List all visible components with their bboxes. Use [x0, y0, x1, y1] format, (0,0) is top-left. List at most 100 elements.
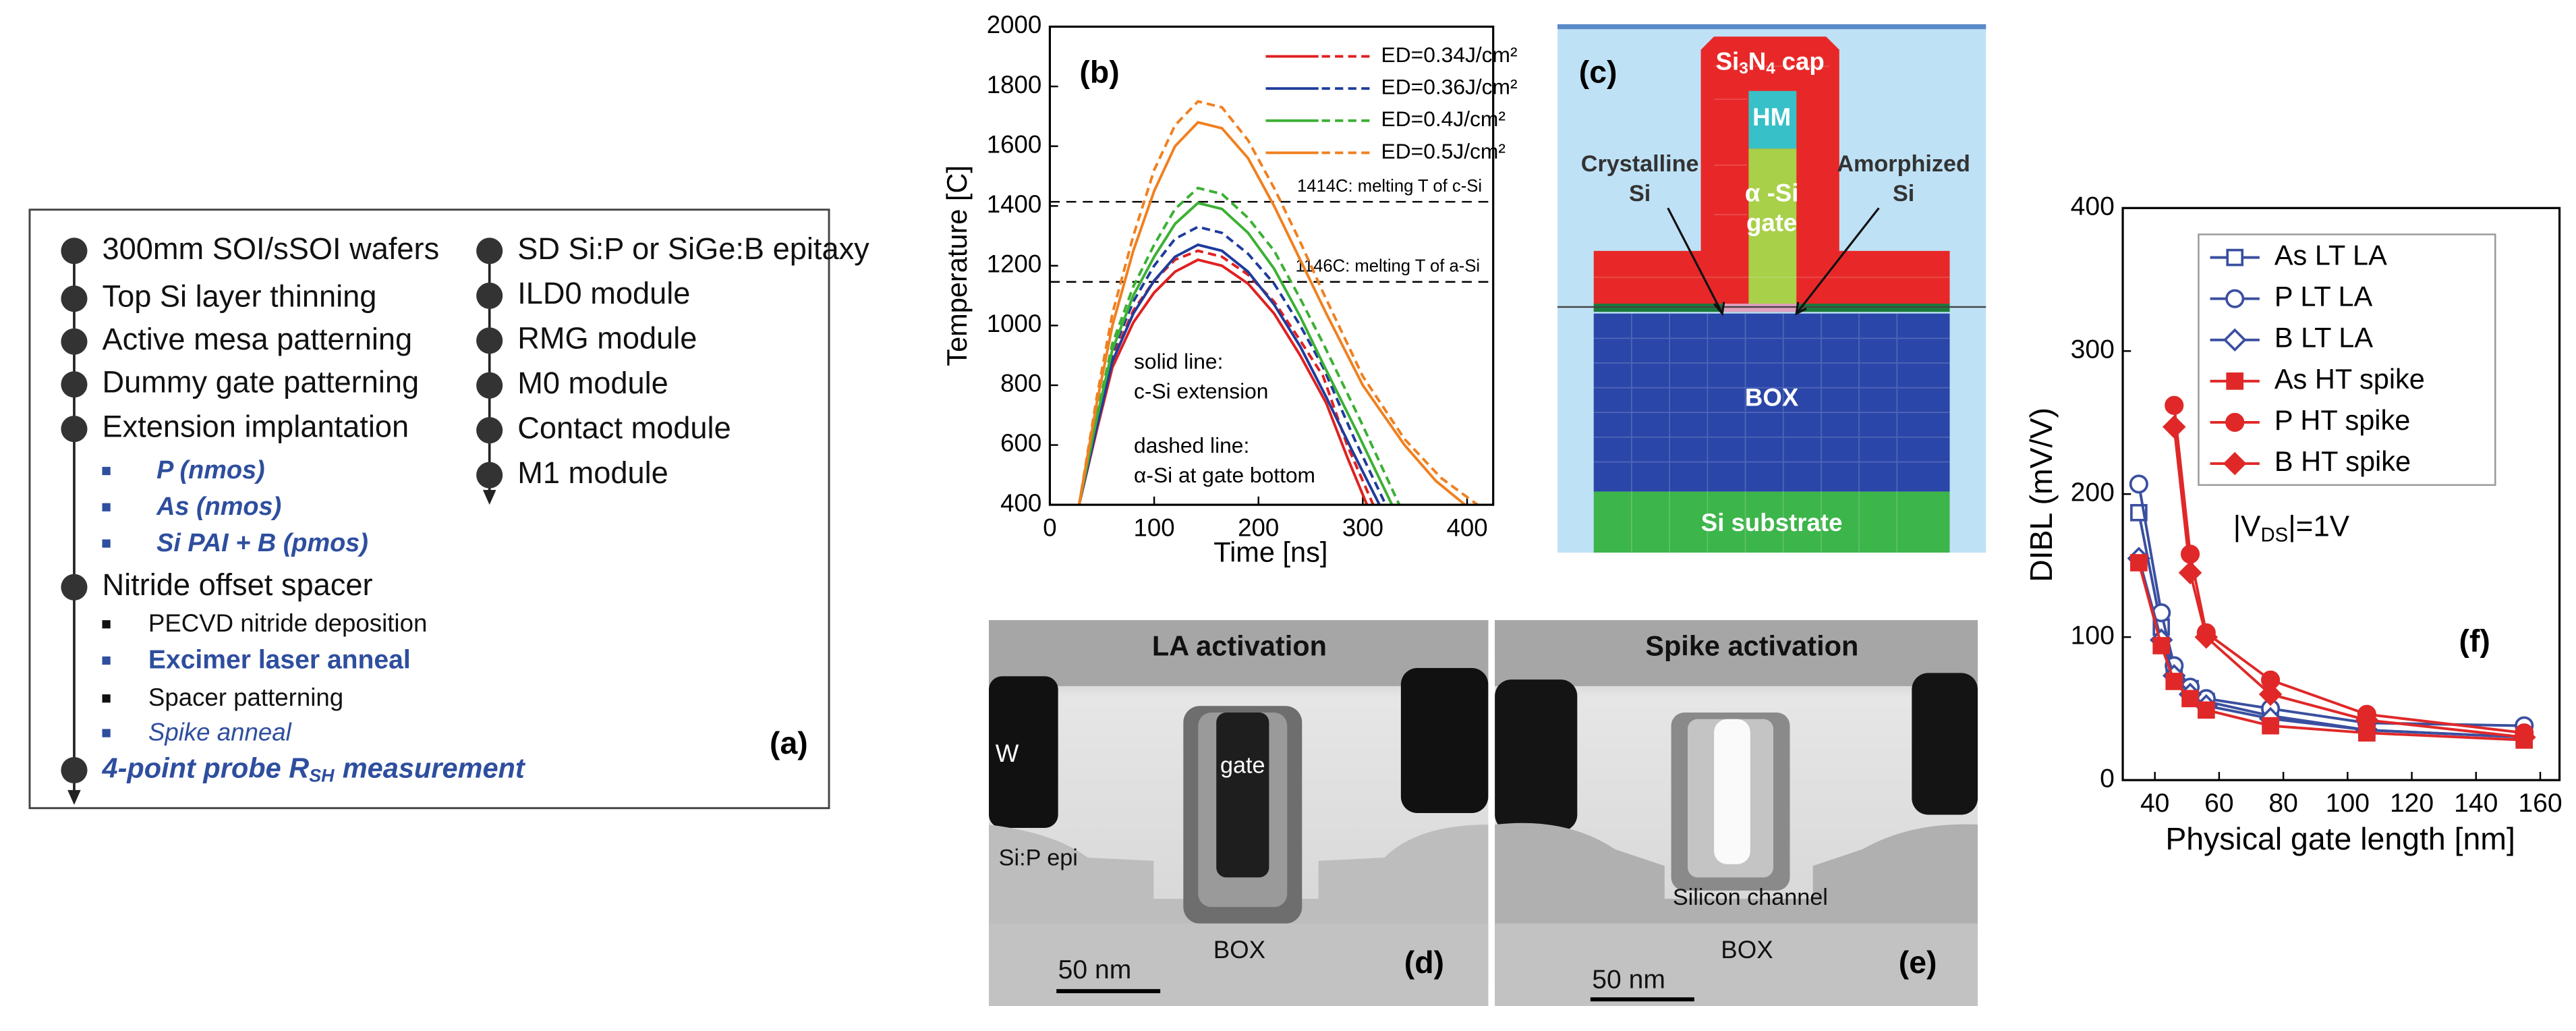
step: Active mesa patterning: [102, 322, 412, 356]
x-axis-label: Physical gate length [nm]: [2165, 821, 2515, 856]
step: Si PAI + B (pmos): [156, 529, 368, 557]
epi: [989, 825, 1489, 924]
text: N: [1748, 47, 1766, 75]
box-label: BOX: [1721, 936, 1773, 964]
plot-area: [1077, 100, 1479, 505]
step: Extension implantation: [102, 410, 409, 444]
marker: [2194, 625, 2219, 649]
y-tick-label: 1000: [987, 310, 1042, 337]
y-tick-label: 1400: [987, 190, 1042, 218]
step: As (nmos): [156, 493, 281, 521]
step-dot: [61, 328, 88, 355]
x-tick-label: 140: [2454, 789, 2498, 818]
step: ILD0 module: [517, 276, 690, 310]
y-tick-label: 0: [2100, 764, 2115, 793]
annotation: α-Si at gate bottom: [1134, 463, 1315, 487]
step: Excimer laser anneal: [148, 646, 411, 675]
metal: [989, 676, 1058, 829]
tem-title: Spike activation: [1645, 630, 1858, 662]
step-dot: [61, 756, 88, 784]
marker: [2226, 372, 2244, 390]
marker: [2181, 545, 2200, 564]
x-tick-label: 0: [1043, 513, 1056, 541]
marker: [2178, 561, 2202, 585]
legend-label: ED=0.34J/cm²: [1381, 43, 1518, 67]
step-dot: [476, 417, 503, 444]
step-dot: [61, 238, 88, 264]
panel-label: (f): [2459, 623, 2490, 659]
annotation: dashed line:: [1134, 433, 1249, 457]
panel-label: (b): [1079, 55, 1119, 90]
line: [1077, 258, 1369, 505]
gate: [1748, 148, 1797, 310]
tem-title: LA activation: [1152, 630, 1327, 662]
legend-label: P LT LA: [2274, 281, 2373, 312]
reference-label: 1146C: melting T of a-Si: [1295, 257, 1480, 276]
arrow: [67, 789, 81, 805]
metal: [1912, 673, 1978, 815]
step-dot: [476, 282, 503, 309]
panel-c: Si3N4 cap HM α -Si gate Crystalline Si Am…: [1557, 24, 1986, 553]
step: Nitride offset spacer: [102, 567, 372, 602]
text: cap: [1782, 47, 1825, 75]
substrate: [1593, 491, 1950, 553]
marker: [2225, 289, 2245, 308]
text: 4-point probe R: [101, 752, 309, 783]
x-tick-label: 80: [2268, 789, 2297, 818]
panel-e: Spike activation Silicon channel BOX 50 …: [1495, 620, 1978, 1006]
x-tick-label: 100: [1134, 513, 1175, 541]
annotation: solid line:: [1134, 349, 1223, 373]
marker: [2198, 701, 2215, 719]
subscript: 3: [1739, 60, 1748, 78]
bullet: [102, 620, 111, 629]
step: Top Si layer thinning: [102, 279, 376, 314]
annotation: c-Si extension: [1134, 379, 1268, 403]
gate-label: gate: [1220, 753, 1265, 779]
step: Spike anneal: [148, 718, 292, 746]
chart: 40 60 80 100 120 140 160 0 100 200 300 400 Physical …: [2024, 192, 2563, 856]
arrow: [1795, 207, 1880, 316]
dashed-line: [1077, 186, 1401, 505]
step: PECVD nitride deposition: [148, 609, 427, 637]
line: [1077, 243, 1381, 505]
text: measurement: [343, 752, 526, 783]
line: [2173, 426, 2525, 739]
x-tick-label: 40: [2140, 789, 2169, 818]
y-axis-label: Temperature [C]: [941, 165, 973, 366]
step: M0 module: [517, 366, 668, 400]
panel-label: (c): [1579, 55, 1618, 90]
subscript: SH: [309, 765, 335, 785]
step: RMG module: [517, 321, 697, 356]
y-axis-label: DIBL (mV/V): [2024, 408, 2059, 582]
bullet: [102, 656, 111, 665]
legend-label: P HT spike: [2274, 404, 2411, 436]
marker: [2165, 395, 2184, 415]
marker: [2223, 328, 2247, 352]
marker: [2355, 708, 2379, 732]
epi-label: Si:P epi: [999, 845, 1078, 870]
legend-label: As HT spike: [2274, 363, 2425, 395]
y-tick-label: 2000: [987, 11, 1042, 38]
metal: [1495, 679, 1578, 831]
box-layer: [1593, 313, 1950, 492]
marker: [2163, 415, 2186, 439]
final-step: 4-point probe RSH measurement: [101, 752, 525, 785]
bullet: [102, 466, 111, 476]
y-tick-label: 1800: [987, 71, 1042, 99]
step-dot: [476, 327, 503, 354]
marker: [2225, 412, 2245, 432]
legend-frame: [2198, 233, 2496, 486]
step: Dummy gate patterning: [102, 365, 419, 399]
step-dot: [476, 372, 503, 399]
text: Si: [1716, 47, 1740, 75]
y-tick-label: 1200: [987, 250, 1042, 278]
marker: [2181, 690, 2199, 708]
arrow: [1667, 207, 1725, 316]
gate-label: gate: [1746, 208, 1797, 236]
crystalline-label: Crystalline: [1581, 151, 1699, 177]
line: [2173, 405, 2525, 735]
x-tick-label: 100: [2326, 789, 2370, 818]
charts: 0 100 200 300 400400600800100012001400160018…: [941, 11, 2563, 856]
gate-core: [1714, 719, 1750, 864]
y-tick-label: 600: [1000, 429, 1041, 457]
